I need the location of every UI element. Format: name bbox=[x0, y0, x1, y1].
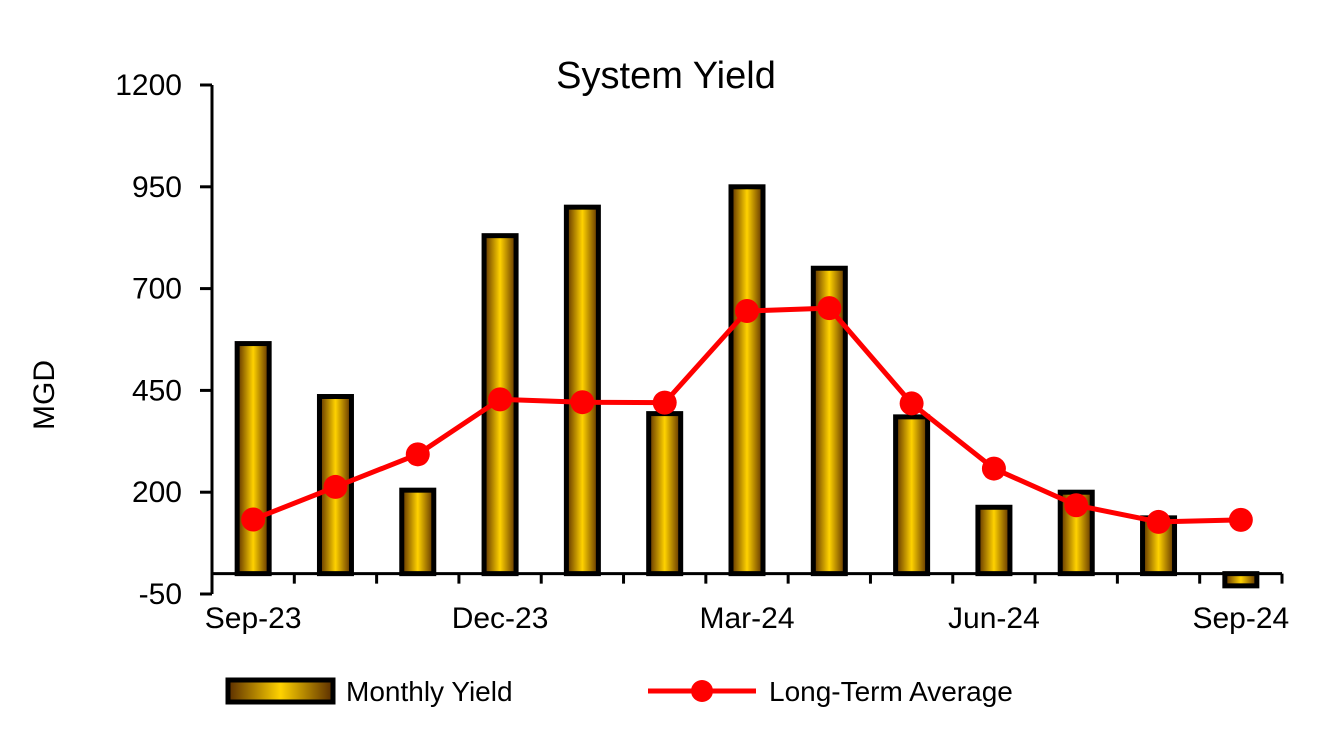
long-term-average-point-feb-24 bbox=[652, 390, 677, 415]
chart-title: System Yield bbox=[556, 55, 776, 97]
long-term-average-point-may-24 bbox=[899, 391, 924, 416]
bar-jun-24 bbox=[975, 504, 1013, 577]
long-term-average-point-apr-24 bbox=[817, 296, 842, 321]
bar-sep-24 bbox=[1222, 571, 1260, 589]
long-term-average-point-jun-24 bbox=[981, 456, 1006, 481]
bar-nov-23 bbox=[399, 487, 437, 577]
long-term-average-point-sep-23 bbox=[241, 507, 266, 532]
y-axis-label: MGD bbox=[28, 360, 61, 430]
legend: Monthly Yield Long-Term Average bbox=[225, 676, 1013, 707]
long-term-average-point-aug-24 bbox=[1146, 509, 1171, 534]
long-term-average-point-dec-23 bbox=[488, 387, 513, 412]
bar-sep-23 bbox=[234, 341, 272, 577]
long-term-average-point-oct-23 bbox=[323, 474, 348, 499]
y-tick-label: 950 bbox=[132, 171, 182, 204]
y-tick-label: -50 bbox=[139, 578, 182, 611]
legend-swatch-marker bbox=[691, 680, 713, 702]
x-tick-label: Dec-23 bbox=[452, 602, 549, 635]
legend-item-monthly-yield: Monthly Yield bbox=[225, 676, 513, 707]
bar-may-24 bbox=[893, 414, 931, 577]
long-term-average-point-sep-24 bbox=[1228, 507, 1253, 532]
long-term-average-point-jan-24 bbox=[570, 390, 595, 415]
bar-mar-24 bbox=[728, 184, 766, 577]
y-tick-label: 450 bbox=[132, 374, 182, 407]
plot-area: 1200 950 700 450 200 -50 Sep-23 Dec-23 Mar-24 Jun… bbox=[115, 69, 1289, 635]
long-term-average-point-mar-24 bbox=[735, 298, 759, 323]
bar-feb-24 bbox=[646, 411, 684, 577]
bar-apr-24 bbox=[810, 265, 848, 577]
long-term-average-point-nov-23 bbox=[405, 442, 430, 467]
y-tick-label: 200 bbox=[132, 476, 182, 509]
y-tick-label: 1200 bbox=[115, 69, 182, 102]
legend-label-long-term-average: Long-Term Average bbox=[769, 676, 1013, 707]
x-tick-label: Mar-24 bbox=[699, 602, 794, 635]
x-tick-label: Jun-24 bbox=[948, 602, 1040, 635]
legend-swatch-monthly-yield bbox=[225, 677, 336, 705]
legend-label-monthly-yield: Monthly Yield bbox=[346, 676, 513, 707]
x-tick-label: Sep-23 bbox=[205, 602, 302, 635]
long-term-average-point-jul-24 bbox=[1064, 493, 1089, 518]
y-tick-label: 700 bbox=[132, 273, 182, 306]
legend-item-long-term-average: Long-Term Average bbox=[648, 676, 1013, 707]
x-tick-label: Sep-24 bbox=[1192, 602, 1289, 635]
